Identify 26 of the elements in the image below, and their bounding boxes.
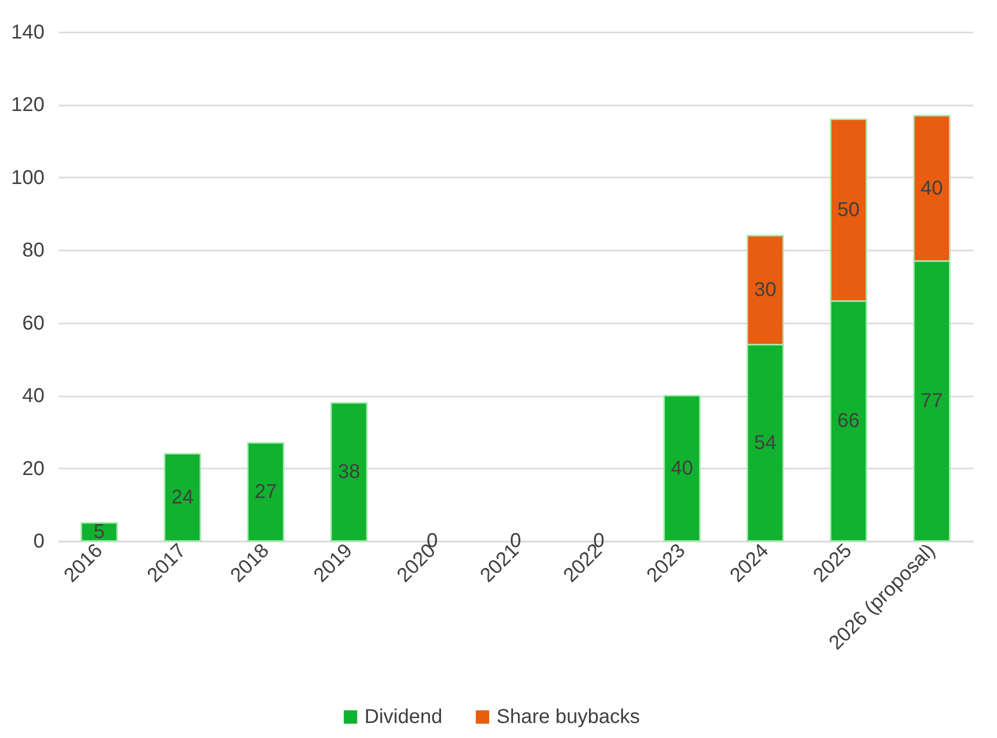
y-tick-label: 80 [22, 240, 44, 262]
data-label: 30 [754, 279, 776, 302]
y-tick-label: 60 [22, 312, 44, 334]
data-label: 27 [254, 480, 277, 503]
data-label: 77 [920, 390, 943, 412]
bar [330, 402, 368, 542]
y-tick-label: 120 [11, 94, 44, 116]
data-label: 38 [338, 460, 360, 483]
data-label: 40 [670, 457, 694, 480]
data-label: 40 [920, 177, 943, 200]
legend-label: Share buybacks [496, 706, 640, 728]
data-label: 5 [94, 520, 105, 543]
y-tick-label: 0 [33, 530, 44, 552]
y-tick-label: 40 [22, 385, 44, 408]
bar [247, 442, 284, 542]
y-tick-label: 20 [22, 458, 44, 480]
data-label: 54 [754, 432, 776, 454]
bar [663, 394, 701, 542]
bar [164, 452, 202, 542]
data-label: 50 [837, 199, 860, 222]
y-tick-label: 100 [11, 166, 44, 189]
data-label: 66 [837, 410, 860, 432]
y-tick-label: 140 [11, 22, 44, 44]
bar [80, 522, 118, 542]
legend-label: Dividend [364, 706, 442, 728]
data-label: 24 [171, 486, 194, 508]
